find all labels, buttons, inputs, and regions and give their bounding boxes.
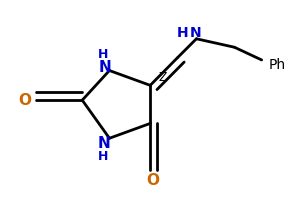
Text: H: H: [177, 26, 188, 40]
Text: N: N: [99, 60, 112, 75]
Text: O: O: [146, 173, 159, 188]
Text: Z: Z: [158, 71, 167, 84]
Text: Ph: Ph: [268, 58, 286, 72]
Text: H: H: [98, 48, 108, 61]
Text: H: H: [98, 150, 108, 163]
Text: N: N: [98, 136, 110, 151]
Text: O: O: [19, 93, 32, 108]
Text: N: N: [190, 26, 202, 40]
